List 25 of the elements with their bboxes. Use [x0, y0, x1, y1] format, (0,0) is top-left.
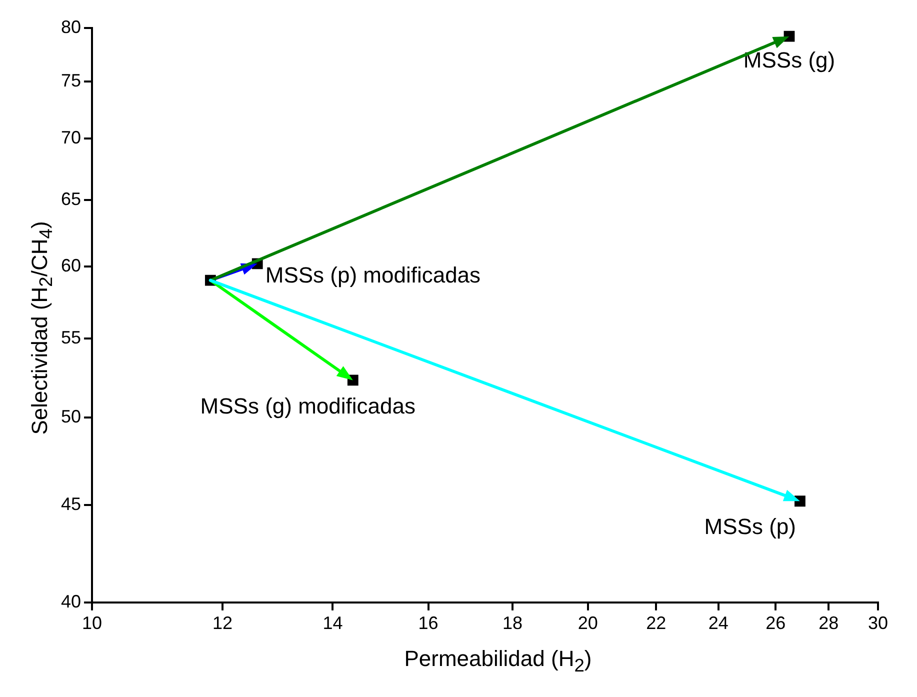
- annotation: MSSs (g) modificadas: [200, 393, 416, 418]
- y-tick-label: 80: [60, 16, 82, 37]
- x-tick-label: 14: [322, 613, 343, 634]
- x-axis-title: Permeabilidad (H$_{2}$): [403, 646, 593, 676]
- annotation: MSSs (p) modificadas: [265, 262, 481, 288]
- annotation: MSSs (g): [743, 47, 836, 72]
- x-tick-label: 10: [82, 613, 102, 634]
- y-tick-label: 40: [60, 591, 82, 612]
- y-tick-label: 50: [60, 406, 82, 426]
- y-tick-label: 45: [60, 494, 82, 514]
- x-tick-label: 16: [418, 613, 438, 634]
- x-tick-label: 30: [868, 613, 888, 634]
- x-tick-label: 28: [818, 613, 839, 634]
- x-tick-label: 24: [708, 613, 728, 634]
- x-tick-label: 22: [646, 613, 666, 634]
- x-tick-label: 20: [578, 613, 598, 634]
- y-tick-label: 65: [60, 189, 82, 210]
- x-tick-label: 12: [212, 613, 232, 634]
- x-tick-label: 18: [502, 613, 523, 634]
- y-tick-label: 60: [60, 255, 82, 276]
- y-tick-label: 70: [60, 128, 82, 148]
- annotation: MSSs (p): [704, 514, 796, 540]
- y-tick-label: 55: [60, 327, 82, 348]
- y-tick-label: 75: [60, 70, 82, 90]
- x-tick-label: 26: [766, 613, 786, 634]
